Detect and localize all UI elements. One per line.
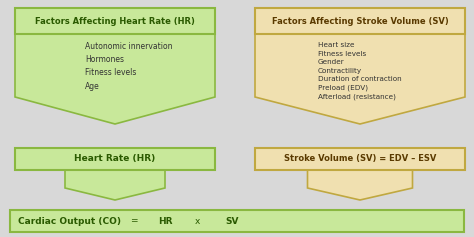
Text: Factors Affecting Heart Rate (HR): Factors Affecting Heart Rate (HR) — [35, 17, 195, 26]
Polygon shape — [308, 170, 412, 200]
Text: Stroke Volume (SV) = EDV – ESV: Stroke Volume (SV) = EDV – ESV — [284, 155, 436, 164]
Text: HR: HR — [158, 217, 173, 225]
Polygon shape — [255, 34, 465, 124]
Text: Heart size
Fitness levels
Gender
Contractility
Duration of contraction
Preload (: Heart size Fitness levels Gender Contrac… — [318, 42, 401, 100]
Text: x: x — [195, 217, 201, 225]
Text: Heart Rate (HR): Heart Rate (HR) — [74, 155, 155, 164]
Text: =: = — [130, 217, 137, 225]
Bar — [15, 148, 215, 170]
Polygon shape — [15, 34, 215, 124]
Bar — [255, 8, 465, 34]
Text: Autonomic innervation
Hormones
Fitness levels
Age: Autonomic innervation Hormones Fitness l… — [85, 42, 173, 91]
Text: SV: SV — [225, 217, 238, 225]
Polygon shape — [65, 170, 165, 200]
Bar — [15, 8, 215, 34]
Text: Factors Affecting Stroke Volume (SV): Factors Affecting Stroke Volume (SV) — [272, 17, 448, 26]
Bar — [10, 210, 464, 232]
Bar — [255, 148, 465, 170]
Text: Cardiac Output (CO): Cardiac Output (CO) — [18, 217, 121, 225]
